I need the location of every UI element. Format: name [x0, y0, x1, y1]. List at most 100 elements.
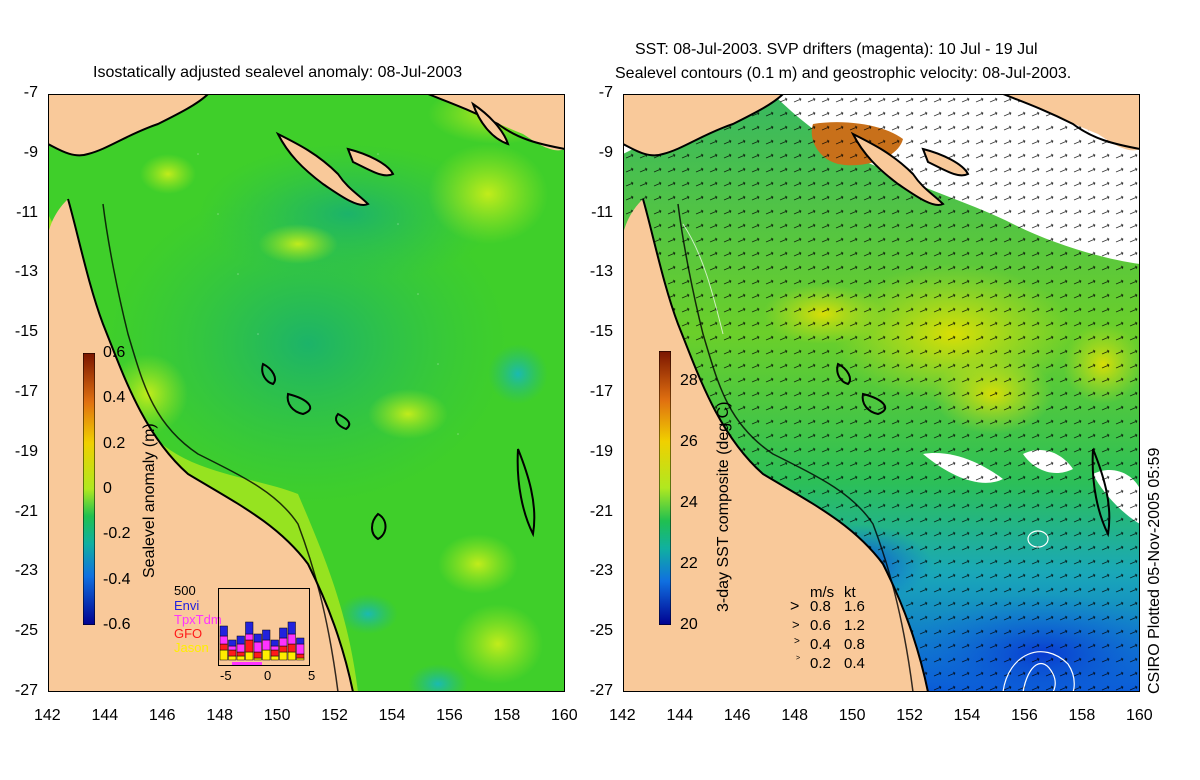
colorbar-tick-label: -0.2	[103, 525, 131, 543]
velocity-arrow-icon: >	[794, 636, 800, 647]
inset-count-label: 500	[174, 583, 196, 598]
histogram-bar	[245, 639, 254, 653]
right-colorbar-label: 3-day SST composite (deg C)	[715, 401, 732, 612]
histogram-bar	[228, 655, 237, 661]
y-tick-label: -11	[591, 203, 613, 221]
x-tick-label: 150	[263, 707, 291, 724]
y-tick-label: -17	[589, 383, 613, 400]
velocity-legend-ms-header: m/s	[810, 584, 835, 601]
histogram-bar	[270, 655, 279, 661]
x-tick-label: 158	[493, 707, 521, 724]
histogram-bar	[287, 651, 296, 661]
histogram-bar	[228, 639, 237, 647]
histogram-bar	[279, 627, 288, 639]
histogram-bar	[296, 657, 305, 661]
histogram-bar	[219, 625, 228, 637]
histogram-bar	[296, 643, 305, 655]
right-map-title-line1: SST: 08-Jul-2003. SVP drifters (magenta)…	[635, 41, 1038, 58]
x-tick-label: 148	[781, 707, 809, 724]
inset-legend-jason: Jason	[174, 640, 209, 655]
x-tick-label: 158	[1068, 707, 1096, 724]
velocity-legend-ms: 0.4	[810, 636, 831, 653]
y-tick-label: -27	[14, 682, 38, 699]
y-tick-label: -25	[589, 622, 613, 640]
y-tick-label: -13	[14, 263, 38, 281]
velocity-legend-ms: 0.8	[810, 598, 831, 615]
y-tick-label: -11	[16, 203, 38, 221]
histogram-bar	[262, 629, 271, 641]
inset-x-tick: 5	[308, 668, 316, 683]
colorbar-tick-label: -0.4	[103, 570, 131, 588]
y-tick-label: -7	[23, 84, 38, 101]
histogram-bar	[270, 645, 279, 651]
inset-legend-gfo: GFO	[174, 626, 203, 641]
histogram-bar	[219, 635, 228, 645]
histogram-bar	[253, 657, 262, 661]
colorbar-tick-label: 26	[680, 433, 698, 450]
y-tick-label: -23	[14, 562, 38, 580]
velocity-arrow-icon: >	[790, 598, 800, 615]
inset-x-tick: -5	[220, 668, 232, 683]
colorbar-tick-label: 20	[680, 616, 698, 633]
left-colorbar	[83, 353, 95, 625]
colorbar-tick-label: 28	[680, 372, 698, 389]
histogram-bar	[219, 643, 228, 651]
y-tick-label: -15	[14, 323, 38, 341]
velocity-legend-ms: 0.6	[810, 617, 831, 634]
left-map-title: Isostatically adjusted sealevel anomaly:…	[93, 64, 463, 81]
colorbar-tick-label: -0.6	[103, 616, 131, 633]
histogram-bar	[253, 641, 262, 653]
y-tick-label: -9	[598, 143, 613, 161]
colorbar-tick-label: 24	[680, 494, 698, 511]
x-tick-label: 146	[723, 707, 751, 724]
inset-legend-envi: Envi	[174, 598, 200, 613]
x-tick-label: 156	[436, 707, 463, 724]
histogram-bar	[245, 621, 254, 635]
x-tick-label: 146	[148, 707, 176, 724]
velocity-legend-kt: 1.2	[844, 617, 865, 634]
y-tick-label: -15	[589, 323, 613, 341]
y-tick-label: -13	[589, 263, 613, 281]
histogram-bar	[270, 649, 279, 657]
velocity-legend-ms: 0.2	[810, 655, 831, 672]
y-tick-label: -7	[598, 84, 613, 101]
histogram-bar	[287, 643, 296, 653]
left-colorbar-label: Sealevel anomaly (m)	[141, 423, 158, 578]
x-tick-label: 154	[953, 707, 981, 724]
y-tick-label: -25	[14, 622, 38, 640]
histogram-bar	[262, 639, 271, 651]
colorbar-tick-label: 0.2	[103, 434, 126, 452]
y-tick-label: -23	[589, 562, 613, 580]
histogram-bar	[287, 621, 296, 635]
histogram-bar	[236, 651, 245, 657]
x-tick-label: 150	[838, 707, 866, 724]
velocity-arrow-icon: >	[796, 655, 801, 662]
velocity-legend-kt: 0.8	[844, 636, 865, 653]
histogram-bar	[262, 649, 271, 661]
histogram-bar	[245, 651, 254, 661]
y-tick-label: -27	[589, 682, 613, 699]
histogram-bar	[287, 633, 296, 645]
histogram-bar	[296, 653, 305, 659]
histogram-bar	[236, 655, 245, 661]
x-tick-label: 154	[378, 707, 406, 724]
right-map-title-line2: Sealevel contours (0.1 m) and geostrophi…	[615, 65, 1072, 82]
x-tick-label: 152	[321, 707, 348, 724]
histogram-bar	[228, 649, 237, 657]
histogram-bar	[270, 639, 279, 647]
right-sst-map	[623, 94, 1140, 692]
plot-credit: CSIRO Plotted 05-Nov-2005 05:59	[1146, 447, 1163, 694]
inset-legend-tpxtdm: TpxTdm	[174, 612, 222, 627]
velocity-arrow-icon: >	[792, 617, 800, 632]
velocity-legend-kt-header: kt	[844, 584, 856, 601]
histogram-bar	[279, 645, 288, 653]
x-tick-label: 142	[34, 707, 61, 724]
y-tick-label: -9	[23, 143, 38, 161]
x-tick-label: 160	[551, 707, 578, 724]
inset-histogram	[218, 588, 310, 666]
histogram-bar	[236, 635, 245, 645]
histogram-bar	[219, 649, 228, 661]
colorbar-tick-label: 0	[103, 480, 112, 497]
inset-x-tick: 0	[264, 668, 272, 683]
x-tick-label: 156	[1011, 707, 1038, 724]
